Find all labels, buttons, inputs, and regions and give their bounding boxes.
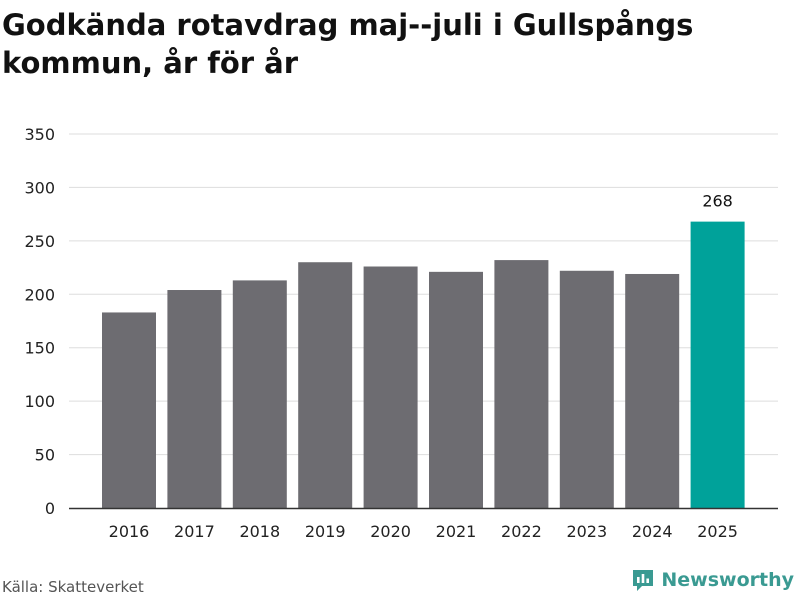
x-axis-tick-labels: 2016 2017 2018 2019 2020 2021 2022 2023 2024 2025 xyxy=(109,522,738,541)
y-tick-label-0: 0 xyxy=(45,499,55,518)
x-tick-label-2022: 2022 xyxy=(501,522,542,541)
bars xyxy=(102,221,745,508)
bar-2020 xyxy=(363,266,418,508)
bar-2023 xyxy=(559,270,614,508)
y-tick-label-100: 100 xyxy=(24,392,55,411)
x-tick-label-2020: 2020 xyxy=(370,522,411,541)
y-axis-tick-labels: 0 50 100 150 200 250 300 350 xyxy=(24,125,55,518)
bar-2018 xyxy=(232,280,287,508)
chart-title: Godkända rotavdrag maj--juli i Gullspång… xyxy=(2,8,694,80)
y-tick-label-350: 350 xyxy=(24,125,55,144)
x-tick-label-2016: 2016 xyxy=(109,522,150,541)
bar-2017 xyxy=(167,290,222,508)
bar-2016 xyxy=(102,312,156,508)
y-tick-label-50: 50 xyxy=(35,446,55,465)
data-labels: 268 xyxy=(702,192,733,211)
bar-2019 xyxy=(298,262,353,508)
data-label-2025: 268 xyxy=(702,192,733,211)
x-tick-label-2021: 2021 xyxy=(436,522,477,541)
x-tick-label-2025: 2025 xyxy=(697,522,738,541)
y-tick-label-150: 150 xyxy=(24,339,55,358)
brand-name: Newsworthy xyxy=(661,569,794,591)
bar-2025 xyxy=(690,221,745,508)
newsworthy-logo-icon xyxy=(633,570,654,591)
x-tick-label-2018: 2018 xyxy=(239,522,280,541)
y-tick-label-200: 200 xyxy=(24,285,55,304)
x-tick-label-2023: 2023 xyxy=(566,522,607,541)
x-tick-label-2017: 2017 xyxy=(174,522,215,541)
bar-2024 xyxy=(625,273,680,508)
x-tick-label-2024: 2024 xyxy=(632,522,673,541)
brand-logo[interactable]: Newsworthy xyxy=(631,568,794,592)
bar-2021 xyxy=(429,271,483,508)
y-tick-label-250: 250 xyxy=(24,232,55,251)
source-note: Källa: Skatteverket xyxy=(2,578,144,596)
x-tick-label-2019: 2019 xyxy=(305,522,346,541)
bar-2022 xyxy=(494,260,549,508)
y-tick-label-300: 300 xyxy=(24,178,55,197)
